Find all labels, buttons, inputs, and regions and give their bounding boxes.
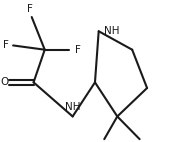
Text: O: O xyxy=(1,77,9,87)
Text: F: F xyxy=(75,45,81,55)
Text: F: F xyxy=(3,40,9,50)
Text: NH: NH xyxy=(65,102,80,112)
Text: F: F xyxy=(27,4,33,14)
Text: NH: NH xyxy=(104,26,119,36)
